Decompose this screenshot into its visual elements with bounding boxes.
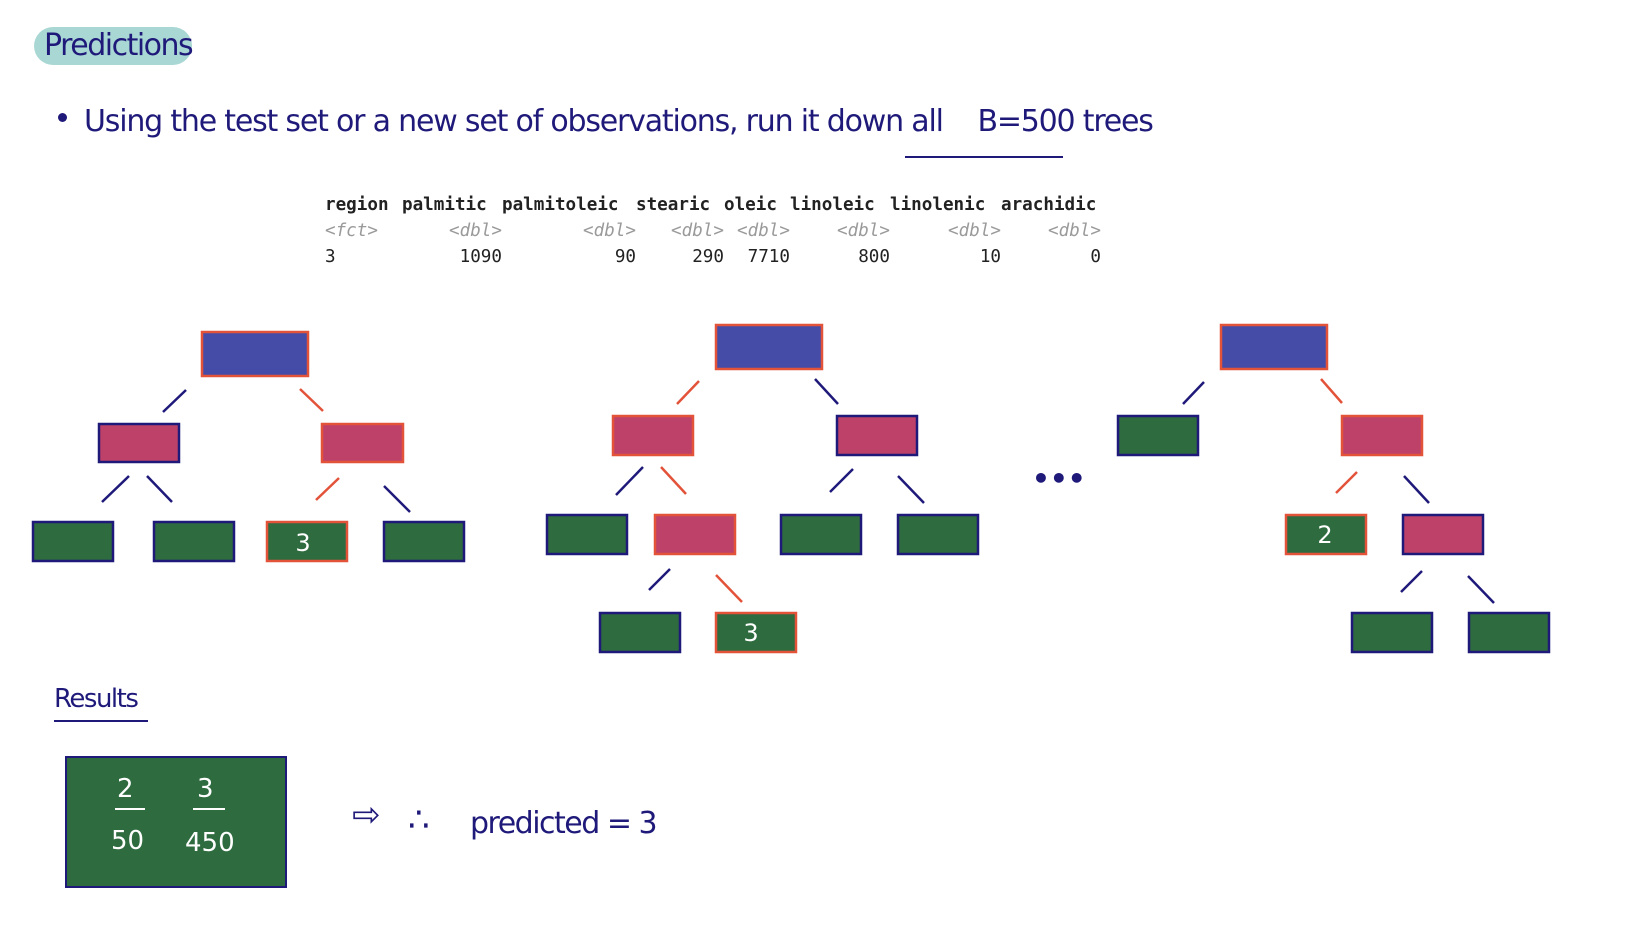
col-header: palmitoleic — [502, 195, 619, 215]
branch-edge — [615, 466, 644, 496]
vote-count: 450 — [185, 828, 235, 858]
col-header: palmitic — [402, 195, 487, 215]
branch-edge — [146, 475, 173, 503]
leaf-node — [1116, 414, 1200, 457]
prediction-text: predicted = 3 — [470, 806, 658, 841]
col-type: <dbl> — [583, 221, 636, 241]
leaf-node — [152, 520, 236, 563]
class-label: 3 — [197, 774, 214, 804]
table-header-row: region palmitic palmitoleic stearic olei… — [325, 192, 1101, 218]
tree-3: 2 — [1116, 323, 1551, 654]
col-type: <dbl> — [737, 221, 790, 241]
results-box: 2 3 50 450 — [65, 756, 287, 888]
col-type: <dbl> — [671, 221, 724, 241]
col-type: <fct> — [325, 221, 378, 241]
internal-node — [611, 414, 695, 457]
highlight-underline — [905, 156, 1063, 158]
table-cell: 0 — [1090, 247, 1101, 267]
branch-edge — [829, 468, 854, 493]
therefore-icon: ∴ — [408, 800, 430, 840]
col-header: linolenic — [890, 195, 986, 215]
leaf-node-selected — [265, 520, 349, 563]
col-type: <dbl> — [837, 221, 890, 241]
root-node — [714, 323, 824, 371]
internal-node — [1401, 513, 1485, 556]
branch-edge — [1403, 475, 1430, 504]
table-row: 3 1090 90 290 7710 800 10 0 — [325, 244, 1101, 270]
path-edge — [715, 574, 743, 603]
leaf-label: 3 — [743, 619, 758, 647]
vote-count: 50 — [111, 826, 145, 856]
col-header: oleic — [724, 195, 777, 215]
root-node — [1219, 323, 1329, 371]
branch-edge — [1467, 575, 1495, 604]
tree-1: 3 — [31, 330, 466, 563]
table-cell: 7710 — [747, 247, 790, 267]
internal-node — [835, 414, 919, 457]
branch-edge — [814, 378, 839, 405]
branch-edge — [101, 475, 130, 503]
path-edge — [315, 477, 340, 501]
branch-edge — [162, 389, 187, 413]
observation-table: region palmitic palmitoleic stearic olei… — [325, 192, 1101, 270]
branch-edge — [1400, 570, 1423, 593]
branch-edge — [1182, 381, 1205, 405]
table-cell: 1090 — [459, 247, 502, 267]
col-header: stearic — [636, 195, 711, 215]
table-cell: 90 — [614, 247, 636, 267]
path-edge — [1335, 471, 1358, 494]
leaf-label: 3 — [295, 529, 310, 557]
col-header: region — [325, 195, 389, 215]
internal-node — [97, 422, 181, 464]
internal-node — [320, 422, 405, 464]
class-underline — [193, 808, 225, 810]
table-cell: 10 — [979, 247, 1001, 267]
leaf-label: 2 — [1317, 521, 1332, 549]
branch-edge — [897, 475, 925, 504]
bullet-dot — [58, 113, 67, 122]
bullet-main-text: Using the test set or a new set of obser… — [84, 104, 944, 139]
more-trees-ellipsis: ••• — [1032, 462, 1086, 495]
arrow-icon: ⇨ — [352, 795, 381, 835]
leaf-node — [545, 513, 629, 556]
path-edge — [676, 380, 700, 405]
leaf-node — [1350, 611, 1434, 654]
leaf-node — [1467, 611, 1551, 654]
leaf-node — [779, 513, 863, 556]
root-node — [200, 330, 310, 378]
table-type-row: <fct> <dbl> <dbl> <dbl> <dbl> <dbl> <dbl… — [325, 218, 1101, 244]
branch-edge — [648, 568, 671, 591]
results-heading: Results — [54, 684, 139, 714]
col-type: <dbl> — [449, 221, 502, 241]
internal-node — [1340, 414, 1424, 457]
class-label: 2 — [117, 774, 134, 804]
col-header: linoleic — [790, 195, 875, 215]
bullet-text: Using the test set or a new set of obser… — [84, 104, 1154, 139]
leaf-node — [382, 520, 466, 563]
table-cell: 290 — [692, 247, 724, 267]
leaf-node-selected — [714, 611, 798, 654]
leaf-node — [31, 520, 115, 563]
leaf-node — [896, 513, 980, 556]
title-highlight — [34, 27, 192, 65]
branch-edge — [383, 485, 411, 513]
table-cell: 800 — [858, 247, 890, 267]
path-edge — [299, 388, 324, 412]
table-cell: 3 — [325, 247, 336, 267]
internal-node — [653, 513, 737, 556]
bullet-highlight-text: B=500 trees — [977, 104, 1153, 139]
col-type: <dbl> — [1048, 221, 1101, 241]
leaf-node — [598, 611, 682, 654]
path-edge — [660, 466, 687, 495]
class-underline — [115, 808, 145, 810]
results-underline — [54, 720, 148, 722]
tree-2: 3 — [545, 323, 980, 654]
page-title: Predictions — [44, 28, 194, 63]
col-type: <dbl> — [948, 221, 1001, 241]
path-edge — [1320, 378, 1343, 404]
col-header: arachidic — [1001, 195, 1097, 215]
leaf-node-selected — [1284, 513, 1368, 556]
